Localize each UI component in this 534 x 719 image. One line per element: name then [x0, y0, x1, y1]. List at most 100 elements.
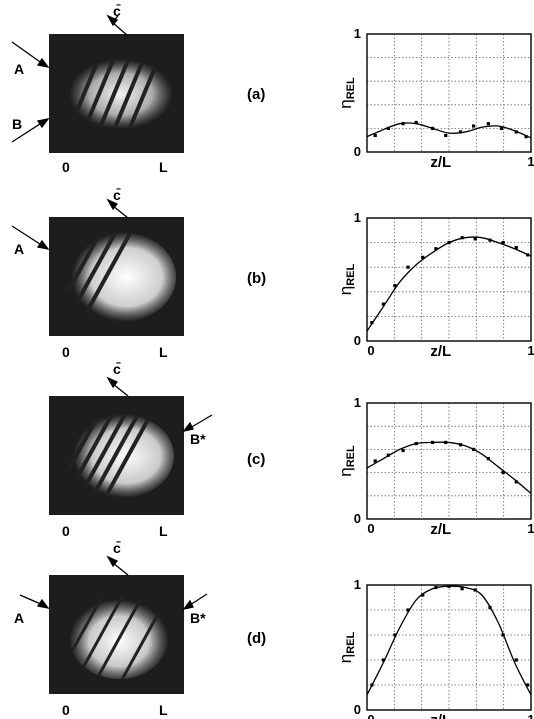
data-point: [393, 284, 397, 288]
x-axis-label: z/L: [430, 712, 451, 719]
efficiency-chart: 0 1 0 1 z/L ηREL: [330, 360, 534, 540]
panel-b: c̄ A 0 L (b) 0 1 0 1 z/L ηREL: [0, 180, 534, 360]
beam-arrows: [11, 198, 129, 250]
data-point: [421, 255, 425, 259]
grating-photo: [49, 396, 184, 515]
data-point: [501, 241, 505, 245]
data-point: [370, 320, 374, 325]
x-tick-label: 1: [527, 343, 534, 358]
data-point: [373, 133, 377, 138]
grating-photo: [49, 217, 184, 336]
fit-curve: [366, 585, 532, 696]
panel-label: (a): [247, 86, 266, 103]
data-point: [386, 126, 390, 130]
x-tick-label: 1: [527, 712, 534, 719]
position-label-0: 0: [62, 344, 70, 360]
data-point: [458, 443, 463, 447]
y-tick-label: 1: [354, 577, 361, 592]
data-point: [472, 124, 476, 128]
position-label-l: L: [159, 344, 168, 360]
beam-label-a: A: [14, 241, 25, 257]
beam-arrows: [106, 376, 213, 433]
x-axis-label: z/L: [430, 343, 451, 360]
position-label-0: 0: [62, 702, 70, 718]
position-label-0: 0: [62, 159, 70, 175]
x-tick-label: 1: [527, 154, 534, 169]
panel-label: (b): [247, 270, 267, 287]
beam-label-b-star: B*: [190, 610, 206, 626]
data-point: [434, 585, 438, 590]
data-point: [499, 126, 504, 130]
fit-curve: [366, 441, 532, 494]
x-axis-label: z/L: [430, 154, 451, 171]
grating-photo: [49, 34, 184, 153]
c-axis-label: c̄: [113, 3, 121, 19]
position-label-0: 0: [62, 523, 70, 539]
y-axis-label: ηREL: [336, 263, 357, 295]
beam-arrows: [11, 14, 129, 143]
beam-arrows: [19, 555, 208, 611]
beam-label-b: B: [12, 116, 23, 132]
data-point: [524, 135, 528, 139]
position-label-l: L: [159, 159, 168, 175]
x-tick-label: 0: [367, 712, 374, 719]
data-point: [473, 237, 477, 241]
data-point: [501, 633, 505, 637]
data-point: [406, 265, 410, 269]
y-tick-label: 1: [354, 395, 361, 410]
data-point: [444, 440, 448, 445]
x-tick-label: 0: [367, 521, 374, 536]
data-point: [473, 588, 477, 592]
data-point: [501, 471, 505, 475]
data-point: [447, 584, 451, 588]
c-axis-label: c̄: [113, 361, 121, 377]
beam-label-b-star: B*: [190, 431, 206, 447]
data-point: [431, 126, 435, 130]
c-axis-label: c̄: [113, 540, 121, 556]
data-point: [444, 133, 448, 138]
panel-label: (c): [247, 451, 266, 468]
data-point: [414, 442, 418, 446]
x-tick-label: 0: [367, 343, 374, 358]
panel-c: c̄ B* 0 L (c) 0 1 0 1 z/L ηREL: [0, 360, 534, 540]
data-point: [514, 480, 518, 484]
data-point: [434, 247, 438, 251]
grating-photo: [49, 575, 184, 694]
y-tick-label: 0: [354, 511, 361, 526]
panel-a: c̄ A B 0 L (a) 0 1 1 z/L ηREL: [0, 0, 534, 180]
panel-d: c̄ A B* 0 L (d) 0 1 0 1 z/L ηREL: [0, 539, 534, 719]
y-axis-label: ηREL: [336, 445, 357, 477]
data-point: [414, 120, 418, 125]
y-axis-label: ηREL: [336, 77, 357, 109]
y-tick-label: 0: [354, 333, 361, 348]
data-point: [401, 122, 405, 126]
data-point: [381, 658, 385, 662]
data-point: [447, 241, 451, 245]
data-point: [381, 302, 385, 306]
beam-label-a: A: [14, 61, 25, 77]
data-point: [373, 459, 377, 463]
y-tick-label: 1: [354, 210, 361, 225]
x-axis-label: z/L: [430, 521, 451, 538]
data-point: [526, 683, 530, 687]
data-point: [488, 605, 492, 610]
data-point: [486, 457, 490, 461]
beam-label-a: A: [14, 610, 25, 626]
data-point: [460, 587, 464, 591]
data-point: [431, 440, 435, 445]
data-point: [514, 245, 518, 250]
efficiency-chart: 0 1 0 1 z/L ηREL: [330, 539, 534, 719]
position-label-l: L: [159, 523, 168, 539]
data-point: [486, 122, 490, 126]
data-point: [406, 608, 410, 612]
x-tick-label: 1: [527, 521, 534, 536]
data-point: [421, 593, 425, 597]
data-point: [393, 633, 397, 637]
data-point: [514, 130, 518, 134]
data-point: [401, 448, 405, 453]
data-point: [460, 236, 464, 240]
data-point: [514, 658, 518, 662]
plot-frame: [366, 33, 532, 153]
y-tick-label: 1: [354, 26, 361, 41]
panel-label: (d): [247, 630, 267, 647]
